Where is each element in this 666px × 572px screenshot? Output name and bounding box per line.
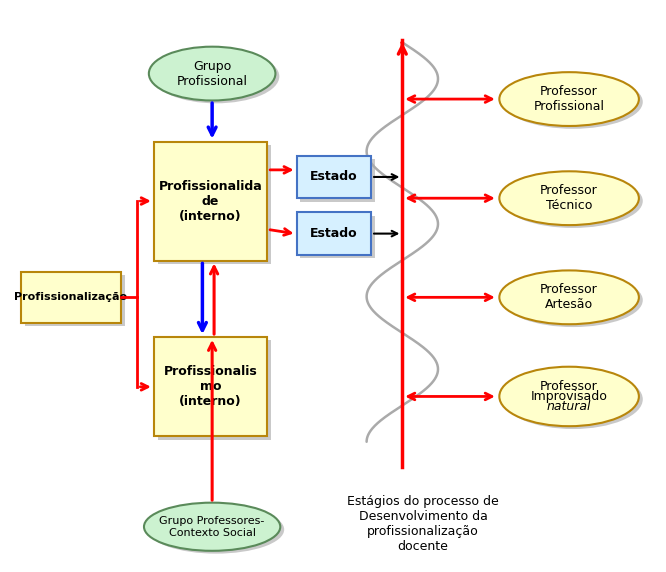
Ellipse shape — [503, 273, 643, 327]
Text: Professor
Técnico: Professor Técnico — [540, 184, 598, 212]
Text: Professor
Profissional: Professor Profissional — [533, 85, 605, 113]
FancyBboxPatch shape — [158, 145, 271, 264]
Ellipse shape — [148, 506, 284, 554]
Text: Profissionalização: Profissionalização — [15, 292, 127, 303]
FancyBboxPatch shape — [25, 275, 125, 326]
FancyBboxPatch shape — [300, 159, 375, 201]
FancyBboxPatch shape — [158, 340, 271, 439]
Ellipse shape — [149, 47, 276, 101]
Text: Estado: Estado — [310, 227, 358, 240]
FancyBboxPatch shape — [21, 272, 121, 323]
Ellipse shape — [500, 367, 639, 426]
Ellipse shape — [503, 174, 643, 228]
Text: Grupo Professores-
Contexto Social: Grupo Professores- Contexto Social — [159, 516, 265, 538]
Ellipse shape — [500, 72, 639, 126]
FancyBboxPatch shape — [300, 216, 375, 258]
Text: Improvisado: Improvisado — [531, 390, 607, 403]
Ellipse shape — [144, 503, 280, 551]
FancyBboxPatch shape — [154, 141, 267, 260]
Text: Profissionalis
mo
(interno): Profissionalis mo (interno) — [164, 365, 257, 408]
Text: Estágios do processo de
Desenvolvimento da
profissionalização
docente: Estágios do processo de Desenvolvimento … — [347, 495, 499, 553]
Text: Estado: Estado — [310, 170, 358, 184]
Text: natural: natural — [547, 400, 591, 412]
Text: Professor: Professor — [540, 380, 598, 394]
Ellipse shape — [503, 75, 643, 129]
Ellipse shape — [153, 50, 279, 104]
FancyBboxPatch shape — [296, 212, 371, 255]
Text: Professor
Artesão: Professor Artesão — [540, 283, 598, 311]
Text: Grupo
Profissional: Grupo Profissional — [176, 59, 248, 88]
Ellipse shape — [503, 370, 643, 429]
FancyBboxPatch shape — [154, 337, 267, 436]
Text: Profissionalida
de
(interno): Profissionalida de (interno) — [159, 180, 262, 223]
Ellipse shape — [500, 171, 639, 225]
FancyBboxPatch shape — [296, 156, 371, 198]
Ellipse shape — [500, 271, 639, 324]
